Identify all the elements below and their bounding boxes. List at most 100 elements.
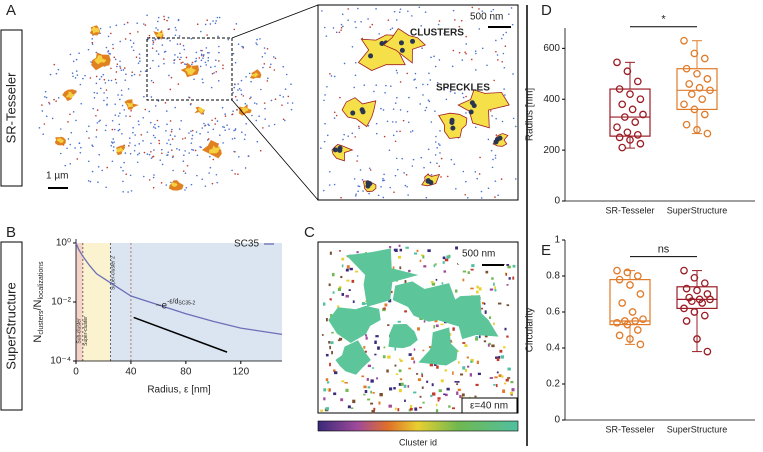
localization [78, 52, 80, 54]
localization [167, 28, 170, 31]
y-tick-label: 400 [543, 94, 560, 105]
cluster [386, 369, 389, 373]
blob [116, 147, 124, 153]
localization [237, 173, 239, 175]
annotation: SPECKLES [436, 83, 490, 94]
localization [205, 47, 208, 49]
localization [57, 68, 60, 71]
localization [504, 45, 507, 48]
localization [129, 152, 132, 155]
localization [419, 103, 421, 105]
localization [180, 56, 182, 59]
localization [124, 152, 127, 154]
zoom-line [231, 99, 319, 201]
localization [494, 154, 497, 157]
localization [422, 94, 424, 96]
data-point [680, 304, 688, 313]
blob [250, 72, 259, 78]
blob [341, 97, 377, 128]
localization [450, 158, 453, 161]
localization [155, 27, 157, 29]
cluster [332, 147, 338, 153]
localization [438, 59, 441, 61]
localization [149, 121, 152, 124]
localization [244, 102, 247, 105]
y-axis-label: Nclusters/Nlocalizations [32, 261, 45, 343]
cluster [506, 304, 510, 307]
localization [270, 99, 273, 102]
cluster [437, 397, 441, 400]
localization [256, 43, 258, 46]
cluster [332, 291, 335, 294]
localization [144, 24, 147, 26]
axes [564, 28, 755, 202]
localization [235, 23, 238, 25]
localization [115, 71, 118, 73]
cluster [487, 344, 490, 347]
cluster [408, 269, 411, 273]
cluster [394, 407, 397, 411]
localization [105, 186, 107, 189]
localization [341, 13, 344, 16]
localization [129, 32, 131, 35]
localization [510, 7, 513, 9]
localization [207, 59, 209, 62]
blob [437, 295, 499, 340]
localization [59, 128, 62, 130]
cluster [371, 409, 375, 414]
localization [436, 162, 438, 165]
localization [373, 90, 375, 93]
localization [290, 83, 292, 86]
colorbar [317, 420, 519, 432]
localization [495, 117, 497, 120]
localization [434, 65, 437, 68]
localization [163, 62, 165, 65]
localization [405, 173, 408, 176]
localization [142, 140, 144, 142]
localization [129, 115, 131, 118]
localization [495, 39, 497, 42]
localization [398, 11, 401, 14]
cluster [491, 344, 495, 348]
localization [93, 91, 96, 94]
zoom-box [146, 37, 233, 101]
localization [282, 65, 285, 68]
localization [436, 147, 438, 149]
localization [232, 110, 234, 112]
localization [367, 18, 369, 20]
data-point [631, 317, 640, 325]
localization [136, 161, 139, 164]
cluster [395, 373, 399, 375]
cluster [349, 267, 353, 271]
localization [174, 106, 177, 109]
localization [45, 96, 48, 99]
localization [191, 61, 194, 64]
localization [464, 193, 467, 196]
localization [80, 146, 82, 149]
localization [394, 174, 397, 177]
cluster [325, 353, 329, 357]
localization [156, 119, 159, 122]
localization [426, 83, 429, 86]
localization [343, 133, 345, 136]
localization [255, 103, 258, 105]
localization [207, 56, 210, 59]
localization [216, 181, 219, 184]
localization [446, 175, 449, 178]
localization [401, 157, 403, 160]
localization [199, 145, 201, 148]
data-point [690, 105, 699, 114]
cluster [475, 336, 479, 339]
localization [166, 123, 168, 126]
localization [222, 64, 224, 66]
cluster [325, 407, 329, 411]
localization [214, 123, 216, 125]
localization [184, 63, 186, 65]
localization [158, 142, 161, 145]
cluster [508, 277, 511, 280]
localization [184, 189, 186, 191]
localization [112, 146, 115, 148]
localization [347, 19, 349, 21]
localization [430, 56, 432, 59]
